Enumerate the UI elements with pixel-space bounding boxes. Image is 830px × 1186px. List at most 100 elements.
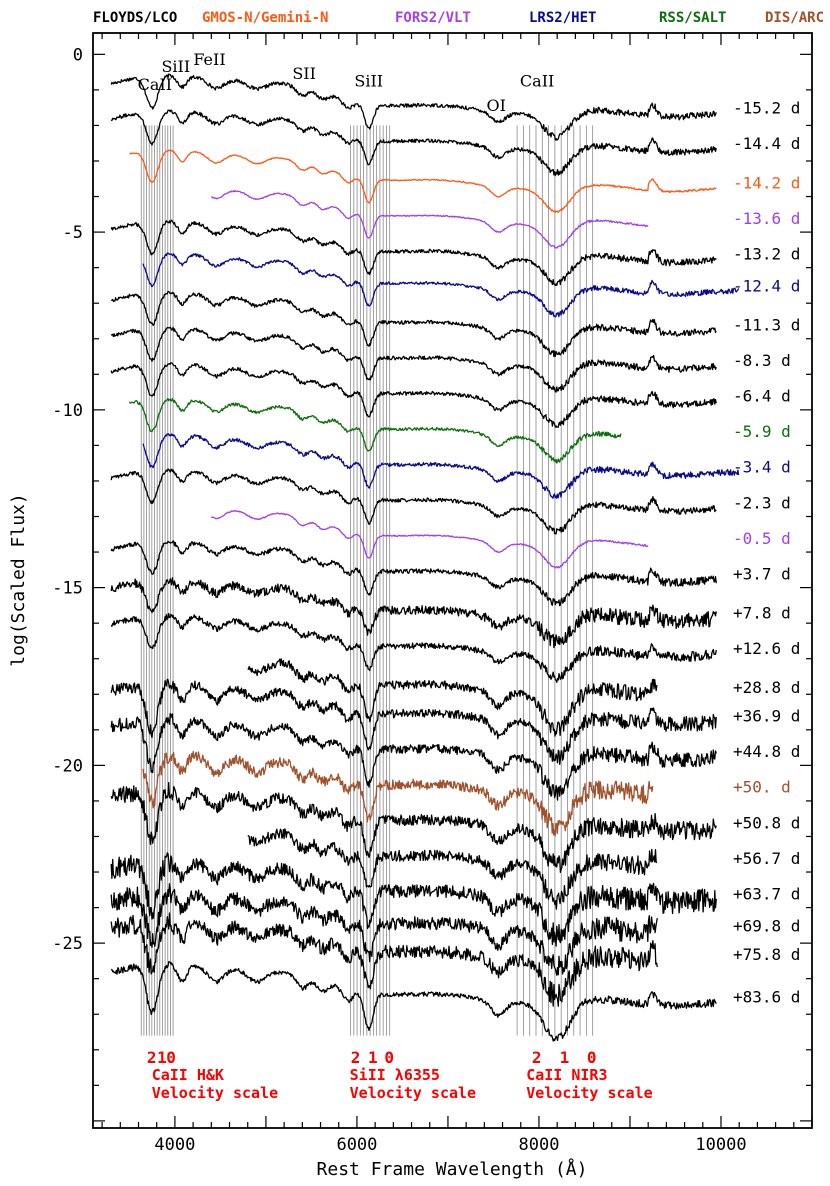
line-id-label: CaII: [520, 71, 554, 90]
epoch-label: +50.8 d: [733, 813, 800, 832]
y-tick-label: 0: [73, 45, 83, 65]
spectrum-line: [110, 73, 717, 141]
velocity-scale-title: SiII λ6355: [350, 1066, 440, 1084]
spectrum-line: [247, 658, 658, 737]
spectrum-line: [110, 961, 717, 1042]
y-tick-label: -15: [52, 579, 83, 599]
line-id-label: CaII: [138, 75, 172, 94]
line-id-label: SII: [292, 64, 316, 83]
spectrum-line: [142, 433, 740, 499]
epoch-labels: -15.2 d -14.4 d -14.2 d -13.6 d -13.2 d -12.4…: [733, 99, 800, 1007]
legend-item: LRS2/HET: [529, 10, 596, 26]
velocity-mark: 2: [532, 1048, 542, 1067]
epoch-label: +44.8 d: [733, 742, 800, 761]
spectrum-line: [142, 750, 654, 837]
plot-frame: [92, 32, 813, 1129]
spectrum-line: [110, 577, 717, 649]
spectrum-line: [211, 189, 649, 249]
line-id-label: OI: [486, 96, 505, 115]
epoch-label: -13.2 d: [733, 244, 800, 263]
velocity-scale-subtitle: Velocity scale: [350, 1084, 476, 1102]
spectrum-line: [210, 509, 649, 569]
velocity-mark: 0: [384, 1048, 394, 1067]
epoch-label: -6.4 d: [733, 387, 791, 406]
velocity-mark: 1: [560, 1048, 570, 1067]
y-tick-label: -5: [63, 223, 83, 243]
y-tick-label: -10: [52, 401, 83, 421]
y-tick-label: -25: [52, 934, 83, 954]
spectrum-line: [110, 540, 717, 607]
line-id-label: SiII: [161, 57, 190, 76]
spectrum-line: [110, 109, 717, 177]
spectra-series: [110, 73, 740, 1042]
epoch-label: -11.3 d: [733, 316, 800, 335]
spectrum-line: [110, 290, 717, 358]
axes: 4000 6000 8000 10000 0 -5 -10 -15 -20 -25: [52, 32, 813, 1155]
spectrum-line: [110, 883, 658, 976]
epoch-label: -12.4 d: [733, 276, 800, 295]
spectrum-line: [110, 852, 717, 947]
epoch-label: -13.6 d: [733, 209, 800, 228]
spectrum-line: [142, 252, 740, 318]
spectrum-line: [129, 149, 717, 214]
epoch-label: -2.3 d: [733, 493, 791, 512]
epoch-label: +63.7 d: [733, 884, 800, 903]
epoch-label: +83.6 d: [733, 987, 800, 1006]
spectrum-line: [110, 912, 658, 1007]
epoch-label: +28.8 d: [733, 678, 800, 697]
x-tick-label: 10000: [695, 1135, 746, 1155]
velocity-scale-subtitle: Velocity scale: [152, 1084, 278, 1102]
spectrum-line: [110, 326, 717, 393]
spectrum-line: [110, 612, 717, 683]
legend-item: RSS/SALT: [659, 10, 726, 26]
line-id-label: FeII: [193, 50, 225, 69]
y-axis-title: log(Scaled Flux): [8, 493, 29, 666]
y-tick-label: -20: [52, 756, 83, 776]
epoch-label: +50. d: [733, 778, 791, 797]
epoch-label: +56.7 d: [733, 849, 800, 868]
epoch-label: -14.4 d: [733, 134, 800, 153]
epoch-label: -3.4 d: [733, 458, 791, 477]
x-axis-title: Rest Frame Wavelength (Å): [317, 1158, 588, 1180]
instrument-legend: FLOYDS/LCO GMOS-N/Gemini-N FORS2/VLT LRS2/H…: [93, 10, 824, 26]
epoch-label: -5.9 d: [733, 422, 791, 441]
epoch-label: +12.6 d: [733, 639, 800, 658]
epoch-label: -14.2 d: [733, 173, 800, 192]
epoch-label: +36.9 d: [733, 707, 800, 726]
legend-item: FORS2/VLT: [395, 10, 471, 26]
epoch-label: -15.2 d: [733, 99, 800, 118]
spectrum-line: [110, 678, 717, 765]
x-tick-label: 6000: [336, 1135, 377, 1155]
velocity-mark: 2: [147, 1048, 157, 1067]
velocity-mark: 0: [587, 1048, 597, 1067]
epoch-label: +3.7 d: [733, 564, 791, 583]
velocity-mark: 2: [351, 1048, 361, 1067]
epoch-label: +7.8 d: [733, 603, 791, 622]
spectrum-line: [110, 712, 717, 801]
legend-item: GMOS-N/Gemini-N: [202, 10, 328, 26]
legend-item: FLOYDS/LCO: [93, 10, 177, 26]
spectrum-line: [128, 397, 622, 464]
spectrum-line: [110, 781, 717, 873]
legend-item: DIS/ARC: [765, 10, 824, 26]
line-id-label: SiII: [354, 71, 383, 90]
spectrum-line: [110, 362, 717, 428]
epoch-label: -0.5 d: [733, 529, 791, 548]
epoch-label: +75.8 d: [733, 945, 800, 964]
velocity-scale-title: CaII H&K: [152, 1066, 224, 1084]
velocity-mark: 1: [368, 1048, 378, 1067]
velocity-scale-title: CaII NIR3: [526, 1066, 607, 1084]
epoch-label: -8.3 d: [733, 351, 791, 370]
x-tick-label: 4000: [154, 1135, 195, 1155]
velocity-mark: 1: [157, 1048, 167, 1067]
velocity-scale-subtitle: Velocity scale: [526, 1084, 652, 1102]
spectrum-line: [110, 219, 717, 287]
x-tick-label: 8000: [518, 1135, 559, 1155]
epoch-label: +69.8 d: [733, 916, 800, 935]
spectrum-line: [247, 828, 658, 910]
velocity-mark: 0: [166, 1048, 176, 1067]
